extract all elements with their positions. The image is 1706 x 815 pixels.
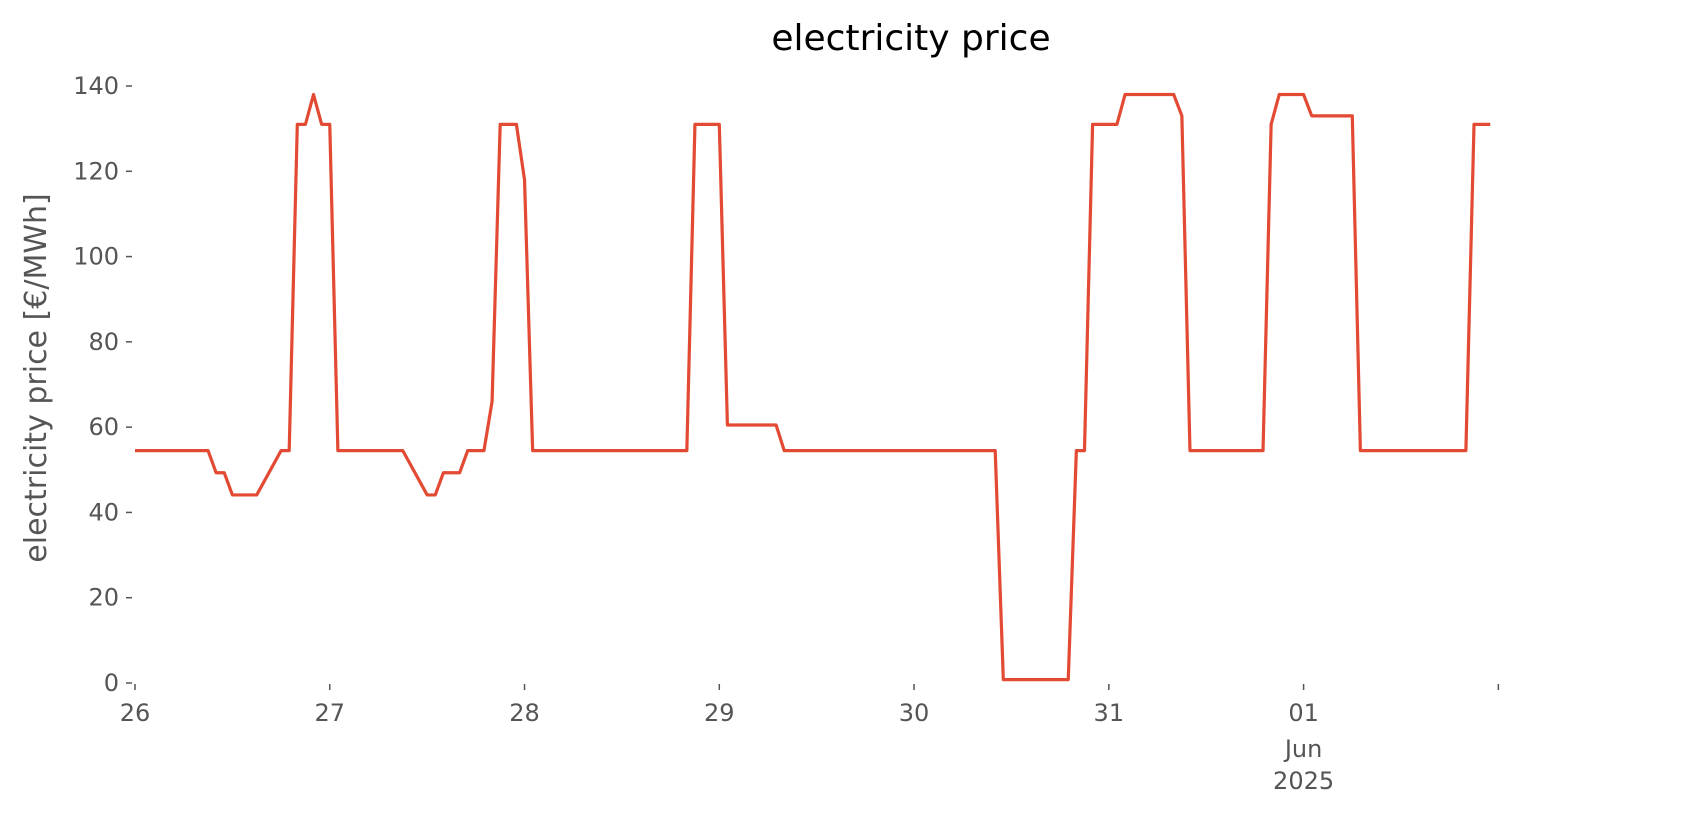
y-tick-label: 80 — [88, 328, 119, 356]
y-tick-label: 20 — [88, 584, 119, 612]
y-tick-label: 0 — [104, 669, 119, 697]
x-tick-label: 26 — [120, 699, 151, 727]
y-axis-label: electricity price [€/MWh] — [19, 193, 54, 562]
x-tick-label: 28 — [509, 699, 540, 727]
x-tick-label: 29 — [704, 699, 735, 727]
y-tick-label: 120 — [73, 157, 119, 185]
y-tick-label: 100 — [73, 243, 119, 271]
x-axis: 26 27 28 29 30 31 01 Jun 2025 — [120, 684, 1500, 795]
y-tick-label: 140 — [73, 72, 119, 100]
x-tick-label: 31 — [1094, 699, 1125, 727]
x-tick-month-label: Jun — [1283, 735, 1323, 763]
y-axis: 0 20 40 60 80 100 120 140 — [73, 72, 132, 697]
x-tick-label: 27 — [314, 699, 345, 727]
plot-area — [135, 92, 1491, 682]
y-tick-label: 40 — [88, 498, 119, 526]
x-tick-label: 30 — [899, 699, 930, 727]
y-tick-label: 60 — [88, 413, 119, 441]
chart-title: electricity price — [771, 18, 1050, 59]
price-series-line — [135, 92, 1491, 682]
x-tick-year-label: 2025 — [1273, 767, 1334, 795]
x-tick-label: 01 — [1288, 699, 1319, 727]
